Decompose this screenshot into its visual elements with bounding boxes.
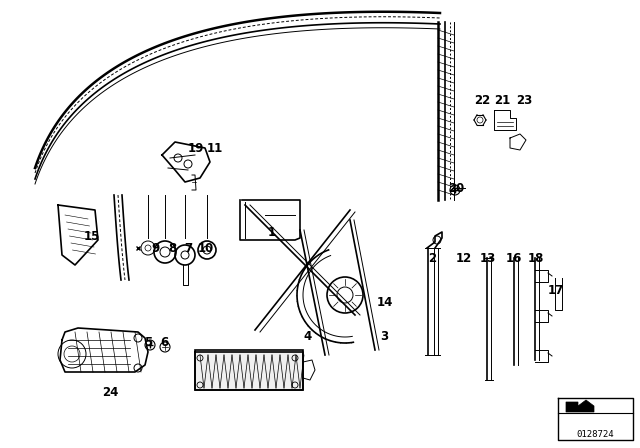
Text: 18: 18 bbox=[528, 251, 544, 264]
Text: 3: 3 bbox=[380, 329, 388, 343]
Text: 24: 24 bbox=[102, 385, 118, 399]
Text: 7: 7 bbox=[184, 241, 192, 254]
Text: 9: 9 bbox=[151, 241, 159, 254]
Text: 20: 20 bbox=[448, 181, 464, 194]
Text: 0128724: 0128724 bbox=[577, 430, 614, 439]
Text: 2: 2 bbox=[428, 251, 436, 264]
Text: 8: 8 bbox=[168, 241, 176, 254]
Text: 21: 21 bbox=[494, 94, 510, 107]
Text: 5: 5 bbox=[144, 336, 152, 349]
Text: 10: 10 bbox=[198, 241, 214, 254]
Text: 16: 16 bbox=[506, 251, 522, 264]
Text: 13: 13 bbox=[480, 251, 496, 264]
Text: 14: 14 bbox=[377, 296, 393, 309]
Text: 6: 6 bbox=[160, 336, 168, 349]
Text: 1: 1 bbox=[268, 225, 276, 238]
Text: 15: 15 bbox=[84, 229, 100, 242]
Polygon shape bbox=[566, 400, 594, 412]
Text: 19: 19 bbox=[188, 142, 204, 155]
Text: 23: 23 bbox=[516, 94, 532, 107]
Text: 4: 4 bbox=[304, 329, 312, 343]
Bar bbox=[195, 350, 303, 390]
Text: 11: 11 bbox=[207, 142, 223, 155]
Text: 12: 12 bbox=[456, 251, 472, 264]
Text: 22: 22 bbox=[474, 94, 490, 107]
Text: 17: 17 bbox=[548, 284, 564, 297]
